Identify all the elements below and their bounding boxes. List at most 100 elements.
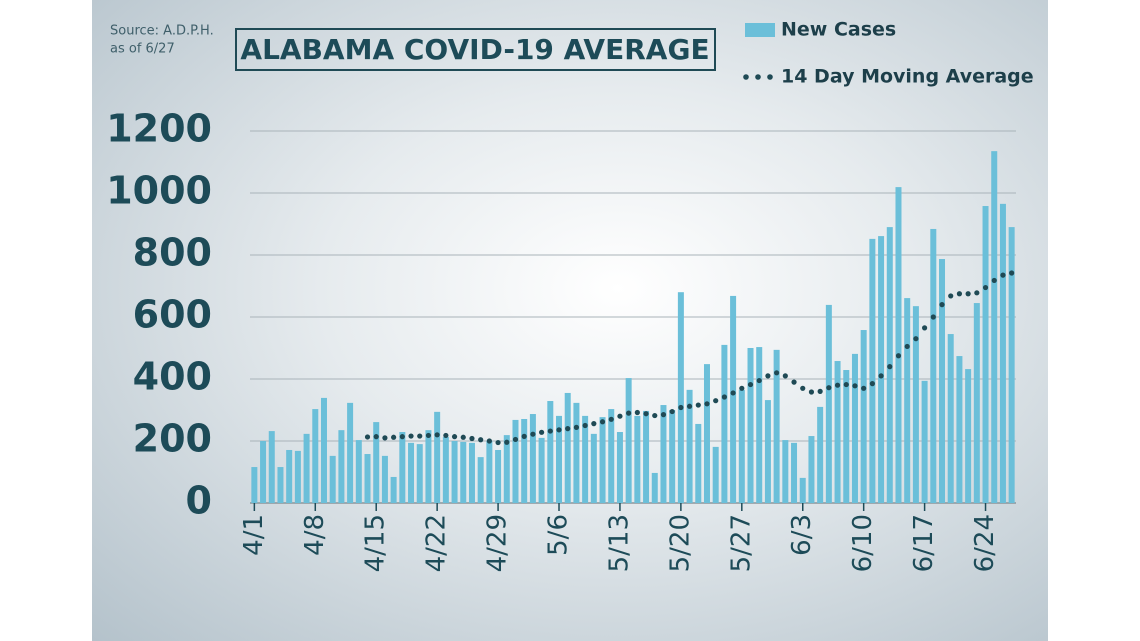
bar (277, 467, 284, 503)
average-dot (626, 410, 632, 416)
average-dot (695, 402, 701, 408)
average-dot (800, 385, 806, 391)
average-dot (678, 404, 684, 411)
bar (251, 467, 258, 503)
average-dot (869, 381, 875, 387)
average-dot (460, 434, 466, 440)
average-dot (469, 435, 475, 442)
bar (503, 435, 510, 503)
average-dot (948, 293, 954, 299)
average-dot (565, 426, 571, 432)
bar (999, 203, 1006, 503)
bar (260, 441, 267, 503)
legend-label: New Cases (781, 19, 896, 41)
average-dot (399, 434, 405, 440)
average-dot (643, 411, 649, 417)
title-box (235, 28, 716, 71)
average-dot (417, 433, 423, 439)
y-tick-label: 600 (133, 293, 212, 337)
average-dot (956, 291, 963, 297)
bar (791, 442, 798, 503)
y-tick-label: 800 (133, 231, 212, 275)
average-dot (504, 439, 510, 445)
bar (730, 295, 737, 503)
average-dot (861, 385, 867, 391)
bar (817, 406, 824, 503)
bar (521, 418, 528, 503)
bar (738, 389, 745, 503)
average-dot (834, 382, 841, 388)
average-dot (1000, 272, 1006, 278)
bar (956, 356, 963, 503)
average-dot (808, 389, 815, 395)
source-line: as of 6/27 (110, 42, 175, 57)
bar (556, 415, 563, 503)
bar (825, 304, 832, 503)
bar (782, 440, 789, 503)
bar (512, 419, 519, 503)
bar (921, 380, 928, 503)
bar (442, 436, 449, 503)
average-dot (721, 394, 727, 400)
x-tick-label: 4/22 (422, 514, 452, 572)
bar (677, 292, 684, 503)
bar (434, 411, 441, 503)
bar (599, 417, 606, 503)
bar (686, 389, 693, 503)
bar (573, 402, 580, 503)
average-dot (486, 438, 492, 444)
bar (669, 410, 676, 503)
x-tick-label: 5/6 (544, 514, 574, 556)
bar (399, 432, 406, 503)
x-tick-label: 6/17 (909, 514, 939, 572)
bar (660, 405, 667, 503)
bar (608, 409, 615, 503)
average-dot (887, 364, 893, 370)
average-dot (434, 432, 440, 438)
average-dot (756, 377, 762, 384)
average-dot (391, 434, 397, 440)
bar (799, 477, 806, 503)
average-dot (826, 385, 832, 391)
average-dot (913, 336, 919, 342)
average-dot (617, 413, 623, 419)
average-dot (817, 388, 823, 394)
bar (312, 409, 319, 503)
bar (747, 348, 754, 503)
bar (495, 449, 502, 503)
average-dot (991, 277, 997, 284)
legend-swatch (745, 23, 775, 37)
average-dot (660, 412, 667, 418)
average-dot (704, 401, 710, 407)
average-dot (425, 432, 432, 439)
bar (364, 454, 371, 503)
bar (286, 449, 293, 503)
average-dot (930, 314, 936, 320)
bar (582, 415, 589, 503)
bar (468, 442, 475, 503)
bar (416, 444, 423, 503)
x-tick-label: 5/13 (604, 514, 634, 572)
bar (634, 415, 641, 503)
x-tick-label: 6/10 (848, 514, 878, 572)
average-dot (547, 428, 553, 434)
chart-title: ALABAMA COVID-19 AVERAGE (240, 33, 709, 66)
average-dot (539, 429, 545, 435)
bar (912, 306, 919, 503)
average-dot (878, 373, 884, 379)
average-dot (521, 433, 527, 439)
bar (703, 364, 710, 503)
bar (390, 476, 397, 503)
bar (991, 151, 998, 503)
bar (303, 433, 310, 503)
x-tick-label: 6/3 (787, 514, 817, 556)
x-tick-label: 5/20 (665, 514, 695, 572)
bar (529, 414, 536, 503)
average-dot (451, 434, 458, 440)
average-dot (974, 290, 980, 296)
bar (930, 228, 937, 503)
bar (625, 378, 632, 503)
bar (695, 423, 702, 503)
x-tick-label: 6/24 (970, 514, 1000, 572)
average-dot (939, 302, 945, 308)
